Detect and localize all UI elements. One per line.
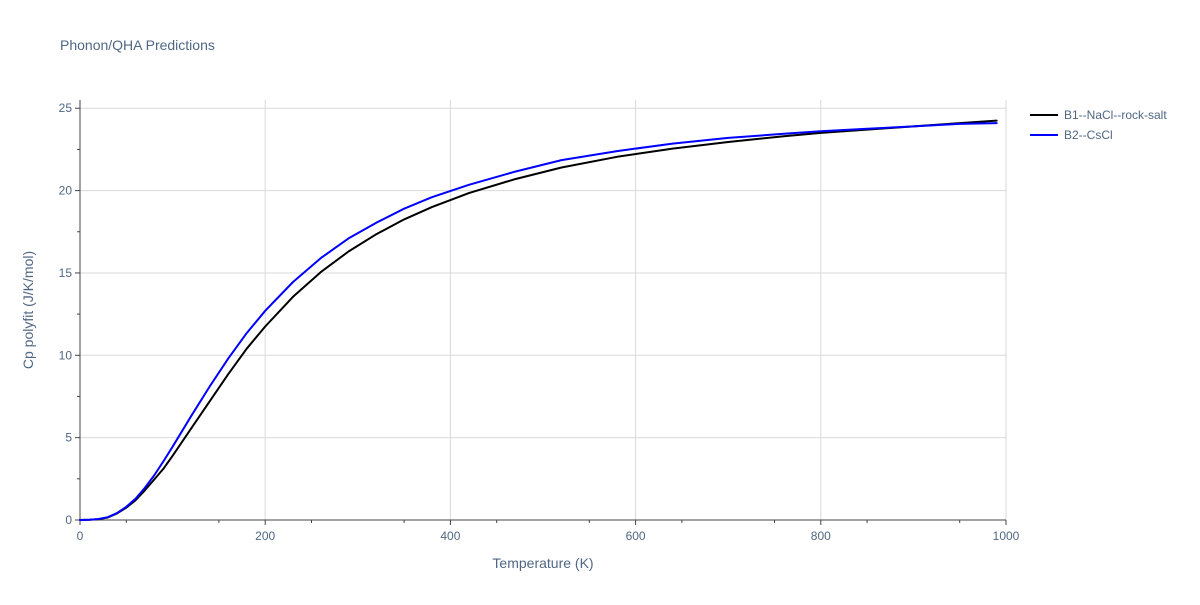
chart-title: Phonon/QHA Predictions	[60, 37, 215, 53]
tick-layer: 0 200 400 600 800 1000 0 5 10 15 20 25	[59, 100, 1020, 543]
y-axis-label: Cp polyfit (J/K/mol)	[20, 251, 36, 369]
x-tick-label: 400	[440, 529, 460, 543]
grid-layer	[80, 100, 1007, 520]
x-axis-label: Temperature (K)	[492, 555, 593, 571]
x-tick-label: 1000	[993, 529, 1020, 543]
y-tick-label: 0	[65, 513, 72, 527]
y-tick-label: 5	[65, 431, 72, 445]
legend-label-2: B2--CsCl	[1064, 128, 1113, 142]
legend-label-1: B1--NaCl--rock-salt	[1064, 108, 1167, 122]
series-layer	[79, 119, 998, 521]
x-tick-label: 0	[77, 529, 84, 543]
y-tick-label: 15	[59, 266, 73, 280]
y-tick-label: 10	[59, 348, 73, 362]
series-line-2	[79, 122, 998, 521]
series-line-1	[79, 119, 998, 521]
x-tick-label: 600	[626, 529, 646, 543]
y-tick-label: 20	[59, 184, 73, 198]
x-tick-label: 800	[811, 529, 831, 543]
x-tick-label: 200	[255, 529, 275, 543]
legend: B1--NaCl--rock-salt B2--CsCl	[1030, 108, 1167, 142]
y-tick-label: 25	[59, 101, 73, 115]
